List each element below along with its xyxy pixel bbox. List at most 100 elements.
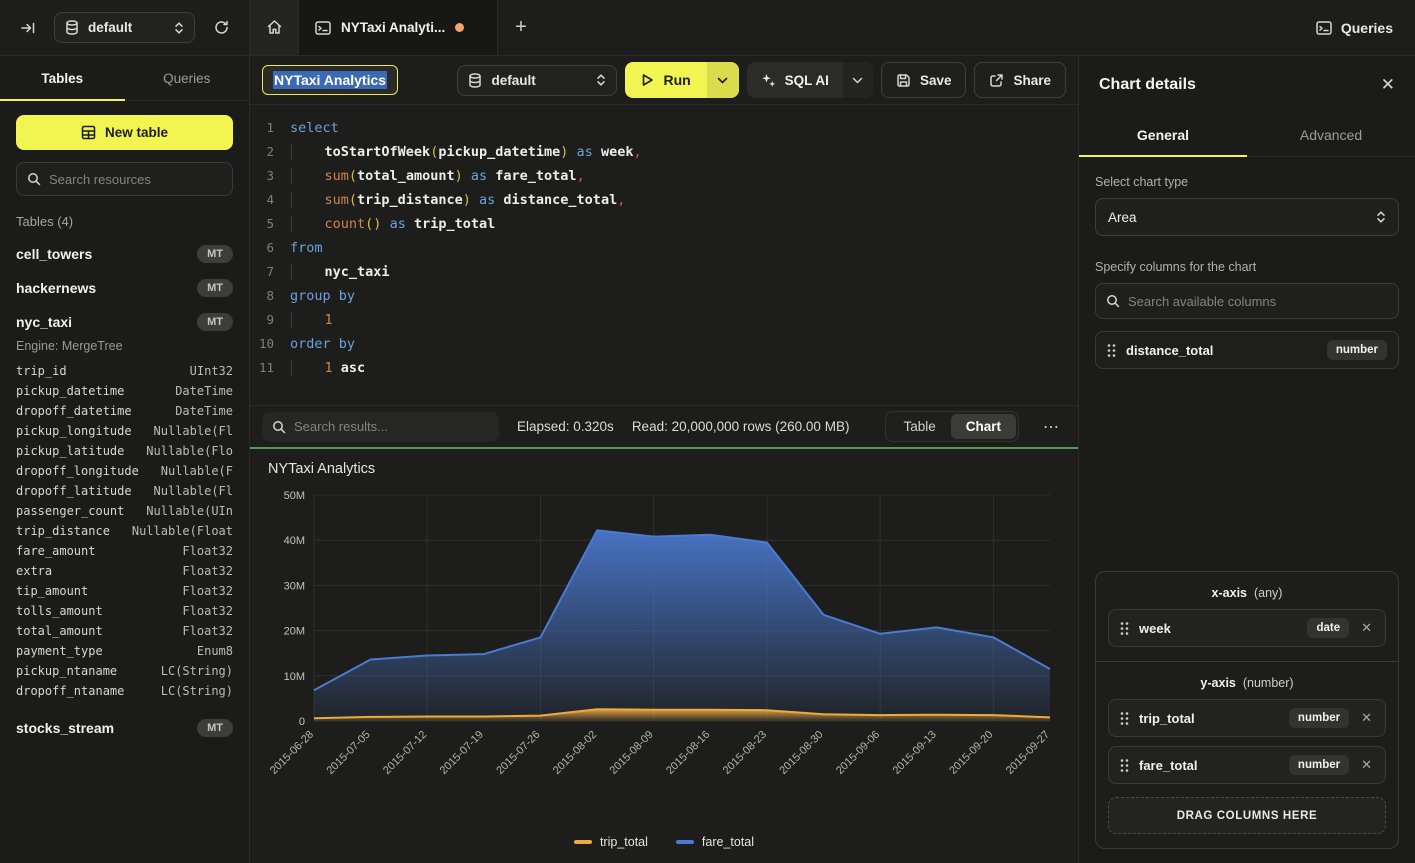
- run-options-button[interactable]: [707, 62, 739, 98]
- column-chip-name: trip_total: [1139, 711, 1195, 726]
- column-chip[interactable]: trip_total number ✕: [1108, 699, 1386, 737]
- query-title-input[interactable]: NYTaxi Analytics: [262, 65, 398, 95]
- line-number: 4: [250, 188, 290, 212]
- legend-item[interactable]: trip_total: [574, 835, 648, 849]
- column-chip-name: distance_total: [1126, 343, 1213, 358]
- drag-handle-icon[interactable]: [1120, 711, 1129, 726]
- table-name: hackernews: [16, 280, 96, 296]
- column-type: Nullable(F: [161, 463, 233, 479]
- column-chip[interactable]: weekdate✕: [1108, 609, 1386, 647]
- sidebar-tab-queries[interactable]: Queries: [125, 56, 250, 100]
- table-name: stocks_stream: [16, 720, 114, 736]
- svg-text:2015-07-05: 2015-07-05: [324, 729, 372, 777]
- code-token: [292, 192, 325, 208]
- legend-item[interactable]: fare_total: [676, 835, 754, 849]
- chart-panel: NYTaxi Analytics 010M20M30M40M50M2015-06…: [250, 447, 1078, 863]
- column-chip[interactable]: distance_totalnumber: [1095, 331, 1399, 369]
- table-row[interactable]: cell_towersMT: [0, 237, 249, 271]
- more-options-icon[interactable]: ⋯: [1037, 417, 1066, 437]
- new-table-button[interactable]: New table: [16, 115, 233, 150]
- code-token: trip_total: [414, 216, 495, 232]
- column-chip[interactable]: fare_totalnumber✕: [1108, 746, 1386, 784]
- drag-handle-icon[interactable]: [1120, 758, 1129, 773]
- refresh-icon[interactable]: [207, 14, 235, 42]
- code-text: count() as trip_total: [290, 212, 495, 236]
- remove-icon[interactable]: ✕: [1359, 710, 1374, 726]
- sql-ai-button[interactable]: SQL AI: [747, 62, 843, 98]
- code-token: [292, 216, 325, 232]
- home-button[interactable]: [250, 0, 298, 55]
- column-name: dropoff_longitude: [16, 463, 139, 479]
- chevron-down-icon: [852, 77, 863, 84]
- code-text: 1 asc: [290, 356, 365, 380]
- elapsed-stat: Elapsed: 0.320s: [517, 419, 614, 434]
- sql-editor[interactable]: 1select2 toStartOfWeek(pickup_datetime) …: [250, 105, 1078, 405]
- drag-handle-icon[interactable]: [1107, 343, 1116, 358]
- run-label: Run: [663, 72, 690, 88]
- code-token: sum: [325, 192, 349, 208]
- sidebar: Tables Queries New table Tables (4) cell…: [0, 56, 250, 863]
- sql-ai-options-button[interactable]: [843, 62, 873, 98]
- column-name: passenger_count: [16, 503, 124, 519]
- home-icon: [266, 19, 283, 36]
- code-token: asc: [341, 360, 365, 376]
- column-type: LC(String): [161, 683, 233, 699]
- line-number: 3: [250, 164, 290, 188]
- new-table-label: New table: [105, 125, 168, 140]
- remove-icon[interactable]: ✕: [1359, 757, 1374, 773]
- code-token: (: [349, 192, 357, 208]
- query-database-selector[interactable]: default: [457, 65, 617, 96]
- drag-handle-icon[interactable]: [1120, 621, 1129, 636]
- code-text: nyc_taxi: [290, 260, 390, 284]
- table-row[interactable]: hackernewsMT: [0, 271, 249, 305]
- chart-type-select[interactable]: Area: [1095, 198, 1399, 236]
- svg-text:2015-06-28: 2015-06-28: [268, 729, 316, 777]
- columns-search-input[interactable]: [1128, 294, 1388, 309]
- save-label: Save: [920, 73, 952, 88]
- database-selector-value: default: [88, 20, 132, 35]
- results-search-input[interactable]: [294, 419, 489, 434]
- svg-text:2015-08-02: 2015-08-02: [551, 729, 599, 777]
- queries-button[interactable]: Queries: [1294, 0, 1415, 55]
- column-name: trip_distance: [16, 523, 110, 539]
- column-type: DateTime: [175, 383, 233, 399]
- column-type-badge: number: [1289, 708, 1349, 728]
- save-button[interactable]: Save: [881, 62, 967, 98]
- view-toggle: Table Chart: [885, 411, 1019, 442]
- drop-zone[interactable]: DRAG COLUMNS HERE: [1108, 797, 1386, 834]
- collapse-sidebar-icon[interactable]: [14, 14, 42, 42]
- table-icon: [81, 125, 96, 140]
- legend-label: fare_total: [702, 835, 754, 849]
- tab-general[interactable]: General: [1079, 113, 1247, 156]
- chart-details-title: Chart details: [1099, 76, 1196, 94]
- table-row[interactable]: nyc_taxiMT: [0, 305, 249, 339]
- svg-text:50M: 50M: [284, 490, 305, 502]
- view-toggle-chart[interactable]: Chart: [951, 414, 1016, 439]
- table-name: nyc_taxi: [16, 314, 72, 330]
- code-token: ,: [633, 144, 641, 160]
- database-selector[interactable]: default: [54, 12, 195, 43]
- code-token: 1: [325, 360, 333, 376]
- remove-icon[interactable]: ✕: [1359, 620, 1374, 636]
- code-token: count: [325, 216, 366, 232]
- top-bar: default NYTaxi Analyti... + Queries: [0, 0, 1415, 56]
- column-row: total_amountFloat32: [0, 621, 249, 641]
- sidebar-tab-tables[interactable]: Tables: [0, 56, 125, 100]
- share-button[interactable]: Share: [974, 62, 1066, 98]
- svg-text:2015-09-20: 2015-09-20: [947, 729, 995, 777]
- tab-advanced[interactable]: Advanced: [1247, 113, 1415, 156]
- new-tab-button[interactable]: +: [498, 0, 544, 55]
- run-button[interactable]: Run: [625, 62, 706, 98]
- close-icon[interactable]: ✕: [1381, 75, 1395, 95]
- database-icon: [468, 73, 482, 88]
- column-name: extra: [16, 563, 52, 579]
- tables-scroll[interactable]: Tables (4) cell_towersMThackernewsMTnyc_…: [0, 208, 249, 863]
- query-tab[interactable]: NYTaxi Analyti...: [298, 0, 498, 55]
- table-row[interactable]: stocks_streamMT: [0, 711, 249, 745]
- code-token: week: [601, 144, 634, 160]
- code-text: from: [290, 236, 323, 260]
- sidebar-search-input[interactable]: [49, 172, 222, 187]
- results-bar: Elapsed: 0.320s Read: 20,000,000 rows (2…: [250, 405, 1078, 447]
- view-toggle-table[interactable]: Table: [888, 414, 950, 439]
- column-type: Nullable(Float: [132, 523, 233, 539]
